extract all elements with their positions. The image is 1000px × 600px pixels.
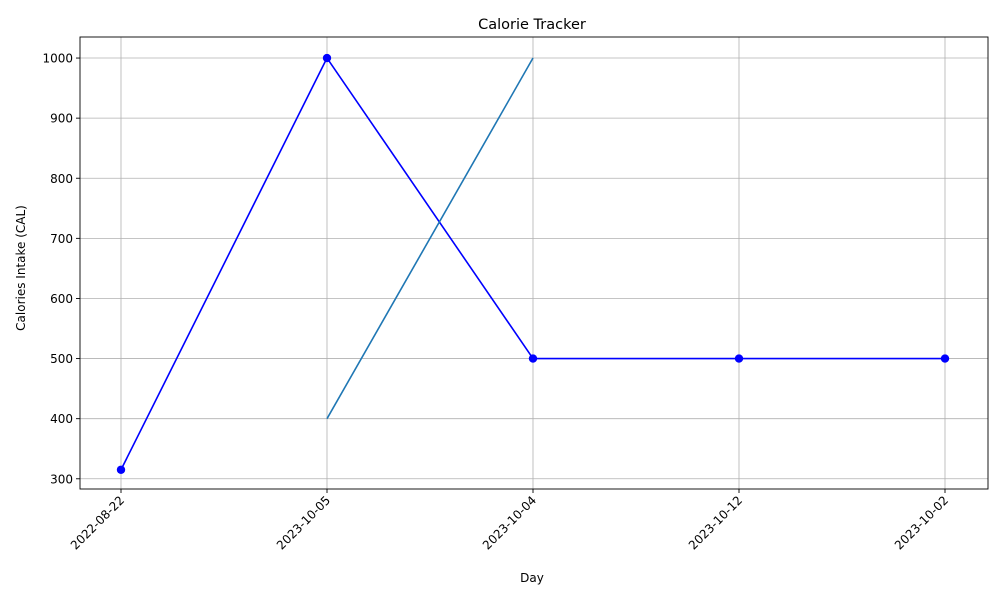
y-tick-label: 300 bbox=[50, 472, 73, 486]
data-point bbox=[734, 354, 744, 363]
axes bbox=[79, 36, 989, 490]
chart-title: Calorie Tracker bbox=[478, 17, 586, 33]
data-point bbox=[940, 354, 950, 363]
y-tick-label: 600 bbox=[50, 292, 73, 306]
series-line-2 bbox=[326, 57, 534, 420]
y-tick-label: 500 bbox=[50, 352, 73, 366]
y-tick-label: 400 bbox=[50, 412, 73, 426]
x-axis-title: Day bbox=[520, 571, 544, 585]
data-point bbox=[322, 53, 332, 63]
plot-frame bbox=[79, 36, 989, 490]
data-point bbox=[116, 465, 126, 474]
y-tick-label: 800 bbox=[50, 172, 73, 186]
y-tick-label: 700 bbox=[50, 232, 73, 246]
y-axis-title: Calories Intake (CAL) bbox=[14, 205, 28, 331]
series-layer bbox=[116, 53, 950, 474]
data-point bbox=[528, 354, 538, 363]
y-tick-label: 900 bbox=[50, 112, 73, 126]
y-tick-label: 1000 bbox=[42, 52, 73, 66]
grid bbox=[80, 37, 988, 489]
